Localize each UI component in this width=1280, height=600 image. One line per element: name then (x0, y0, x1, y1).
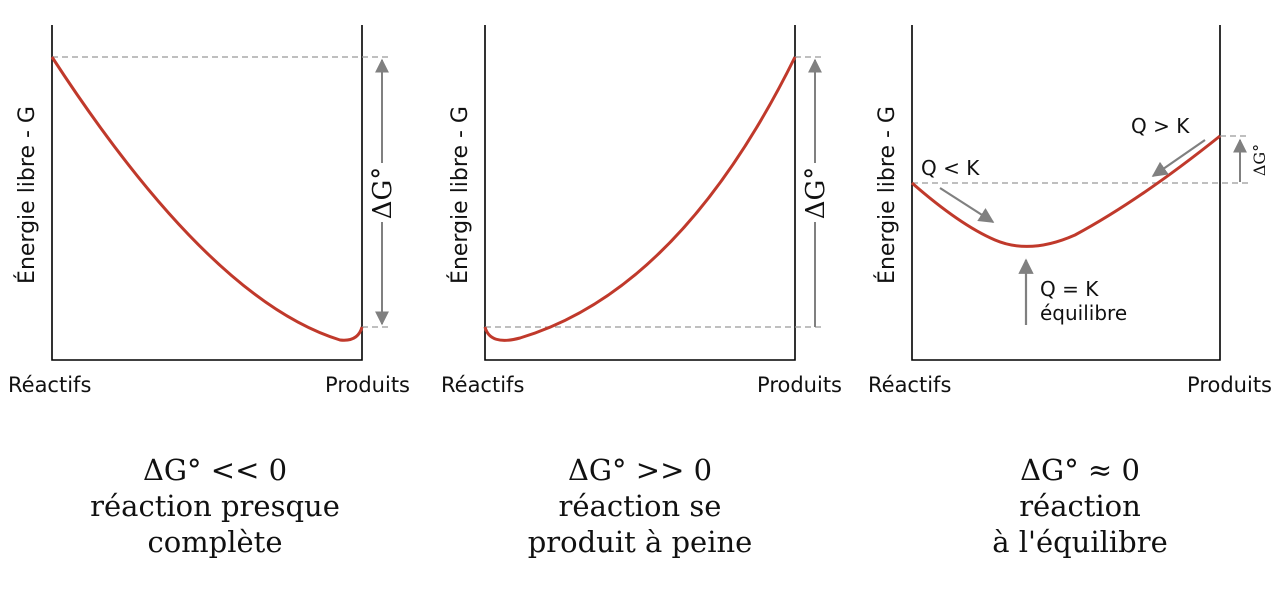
panel-1-axes (51, 25, 363, 361)
panel-2-axes (484, 25, 796, 361)
panel-2-delta-label: ΔG° (801, 167, 831, 220)
caption-panel-1: ΔG° << 0 réaction presque complète (45, 452, 385, 560)
panel-3: ΔG° Énergie libre - G Réactifs Produits … (868, 25, 1272, 397)
panel-2-energy-curve (483, 56, 797, 342)
panel-1: ΔG° Énergie libre - G Réactifs Produits (8, 25, 410, 397)
panel-3-x-start-label: Réactifs (868, 373, 951, 397)
panel-3-x-end-label: Produits (1187, 373, 1272, 397)
caption-2-line-2: réaction se (558, 489, 722, 523)
q-less-than-k-label: Q < K (921, 156, 980, 180)
panel-3-axes (911, 25, 1221, 361)
q-less-arrow (939, 187, 995, 223)
panel-2-x-start-label: Réactifs (441, 373, 524, 397)
panel-1-energy-curve (50, 56, 364, 342)
caption-1-line-1: ΔG° << 0 (142, 453, 288, 487)
caption-2-line-3: produit à peine (527, 525, 753, 559)
caption-1-line-3: complète (147, 525, 283, 559)
caption-3-line-1: ΔG° ≈ 0 (1020, 453, 1140, 487)
q-equal-k-label: Q = K (1040, 277, 1099, 301)
panel-2: ΔG° Énergie libre - G Réactifs Produits (441, 25, 842, 397)
panel-1-x-start-label: Réactifs (8, 373, 91, 397)
panel-3-delta-label: ΔG° (1250, 144, 1269, 176)
panel-1-delta-label: ΔG° (368, 167, 398, 220)
panel-1-y-axis-label: Énergie libre - G (14, 106, 40, 284)
panel-3-energy-curve (911, 134, 1221, 248)
caption-1-line-2: réaction presque (90, 489, 340, 523)
q-greater-arrow (1151, 139, 1206, 177)
q-greater-than-k-label: Q > K (1131, 114, 1190, 138)
panel-2-x-end-label: Produits (757, 373, 842, 397)
equilibrium-label: équilibre (1040, 301, 1127, 325)
panel-3-y-axis-label: Énergie libre - G (874, 106, 900, 284)
caption-panel-3: ΔG° ≈ 0 réaction à l'équilibre (910, 452, 1250, 560)
caption-2-line-1: ΔG° >> 0 (567, 453, 713, 487)
caption-3-line-2: réaction (1019, 489, 1141, 523)
panel-1-x-end-label: Produits (325, 373, 410, 397)
caption-3-line-3: à l'équilibre (992, 525, 1168, 559)
panel-2-y-axis-label: Énergie libre - G (447, 106, 473, 284)
caption-panel-2: ΔG° >> 0 réaction se produit à peine (470, 452, 810, 560)
